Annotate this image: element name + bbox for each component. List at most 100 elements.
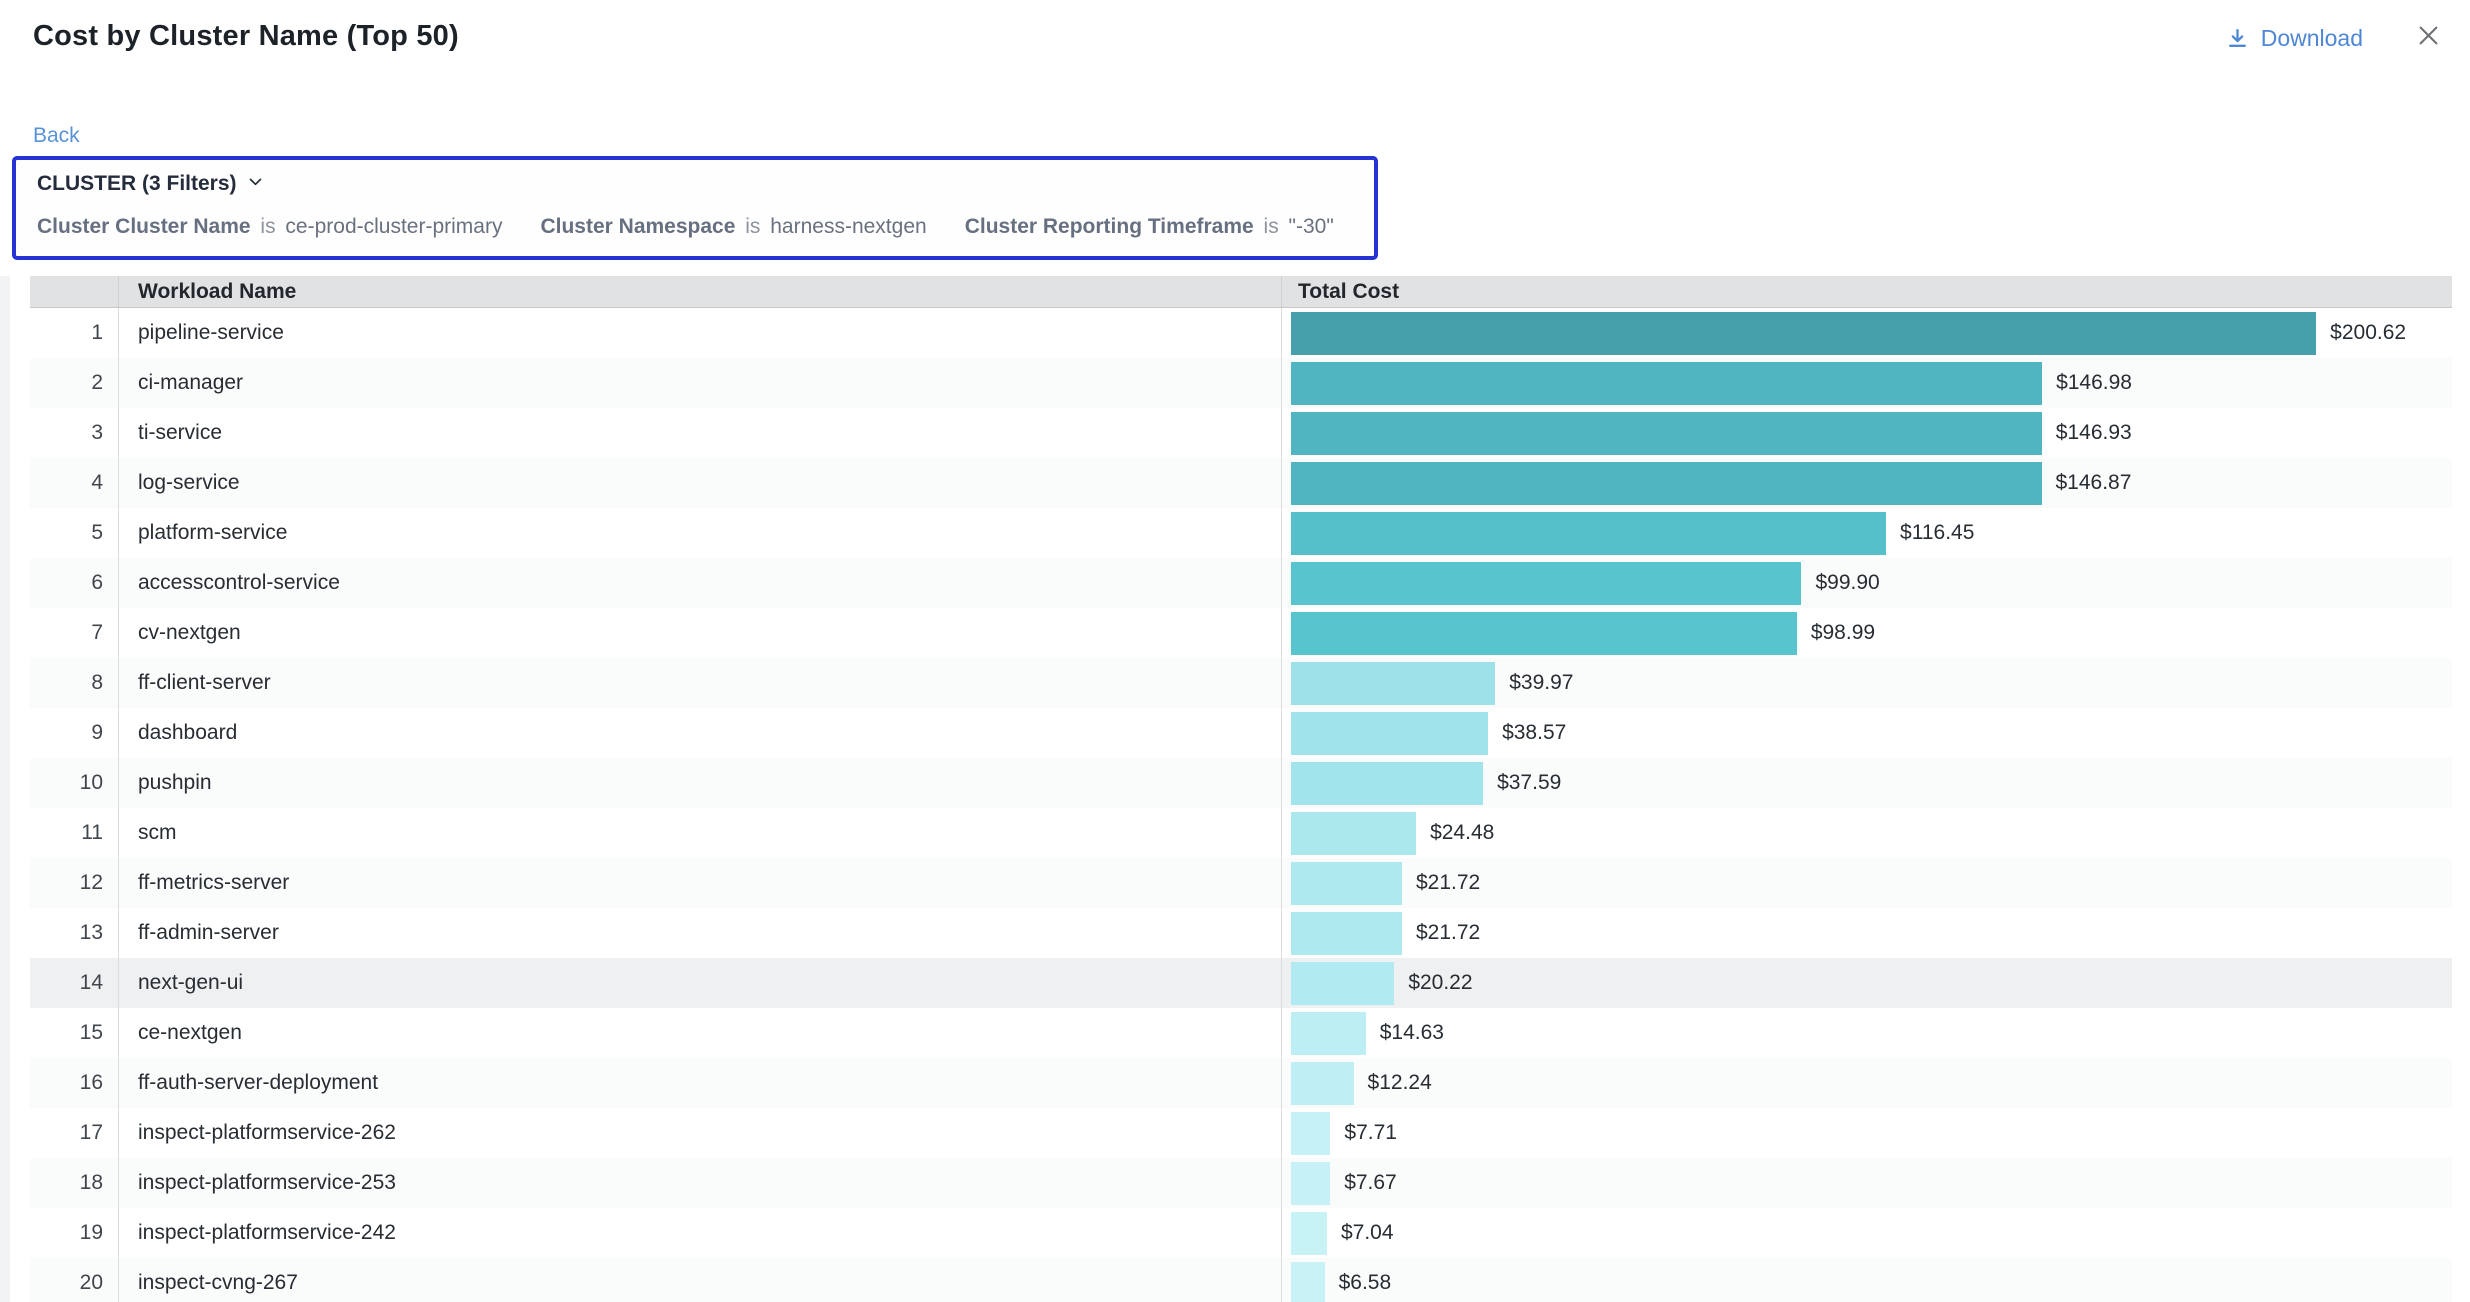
rank-cell: 6 — [30, 558, 118, 608]
page-title: Cost by Cluster Name (Top 50) — [33, 20, 459, 53]
rank-cell: 10 — [30, 758, 118, 808]
rank-cell: 17 — [30, 1108, 118, 1158]
cost-bar — [1291, 512, 1886, 555]
table-header-row: Workload Name Total Cost — [30, 276, 2452, 308]
cost-bar — [1291, 912, 1402, 955]
total-cost-cell: $146.87 — [1281, 458, 2452, 508]
rank-cell: 5 — [30, 508, 118, 558]
table-row: 15ce-nextgen $14.63 — [30, 1008, 2452, 1058]
rank-cell: 11 — [30, 808, 118, 858]
total-cost-cell: $21.72 — [1281, 908, 2452, 958]
rank-cell: 8 — [30, 658, 118, 708]
total-cost-cell: $14.63 — [1281, 1008, 2452, 1058]
rank-cell: 18 — [30, 1158, 118, 1208]
table-row: 3ti-service $146.93 — [30, 408, 2452, 458]
total-cost-cell: $7.04 — [1281, 1208, 2452, 1258]
workload-name-cell: inspect-cvng-267 — [118, 1258, 1281, 1302]
cost-value-label: $7.04 — [1341, 1221, 1394, 1245]
cost-value-label: $38.57 — [1502, 721, 1566, 745]
cost-bar — [1291, 662, 1495, 705]
cost-value-label: $39.97 — [1509, 671, 1573, 695]
cost-value-label: $146.98 — [2056, 371, 2132, 395]
cost-value-label: $14.63 — [1380, 1021, 1444, 1045]
cost-bar — [1291, 812, 1416, 855]
filter-group-label: CLUSTER (3 Filters) — [37, 172, 237, 196]
total-cost-cell: $7.71 — [1281, 1108, 2452, 1158]
cost-bar — [1291, 312, 2316, 355]
table-row: 7cv-nextgen$98.99 — [30, 608, 2452, 658]
rank-cell: 7 — [30, 608, 118, 658]
workload-name-cell: ff-client-server — [118, 658, 1281, 708]
cost-value-label: $21.72 — [1416, 871, 1480, 895]
cost-bar — [1291, 762, 1483, 805]
applied-filter-0: Cluster Cluster Name is ce-prod-cluster-… — [37, 215, 502, 239]
cost-bar — [1291, 462, 2042, 505]
table-row: 8ff-client-server $39.97 — [30, 658, 2452, 708]
cost-value-label: $146.87 — [2056, 471, 2132, 495]
table-row: 6accesscontrol-service$99.90 — [30, 558, 2452, 608]
total-cost-cell: $24.48 — [1281, 808, 2452, 858]
rank-cell: 3 — [30, 408, 118, 458]
page-edge-strip — [0, 276, 10, 1302]
table-row: 19inspect-platformservice-242$7.04 — [30, 1208, 2452, 1258]
total-cost-cell: $39.97 — [1281, 658, 2452, 708]
top-actions: Download — [2225, 22, 2442, 54]
cost-bar — [1291, 1112, 1330, 1155]
rank-cell: 14 — [30, 958, 118, 1008]
total-cost-cell: $98.99 — [1281, 608, 2452, 658]
table-row: 2ci-manager$146.98 — [30, 358, 2452, 408]
workload-name-cell: ci-manager — [118, 358, 1281, 408]
rank-cell: 13 — [30, 908, 118, 958]
rank-column-header — [30, 276, 118, 307]
cost-value-label: $146.93 — [2056, 421, 2132, 445]
table-row: 16ff-auth-server-deployment$12.24 — [30, 1058, 2452, 1108]
workload-name-cell: ti-service — [118, 408, 1281, 458]
download-label: Download — [2261, 25, 2363, 52]
rank-cell: 9 — [30, 708, 118, 758]
cost-value-label: $7.67 — [1344, 1171, 1397, 1195]
cost-value-label: $200.62 — [2330, 321, 2406, 345]
close-button[interactable] — [2415, 22, 2442, 54]
rank-cell: 12 — [30, 858, 118, 908]
cost-value-label: $12.24 — [1368, 1071, 1432, 1095]
download-button[interactable]: Download — [2225, 25, 2363, 52]
chevron-down-icon — [247, 172, 264, 196]
workload-name-cell: ce-nextgen — [118, 1008, 1281, 1058]
applied-filter-2: Cluster Reporting Timeframe is "-30" — [965, 215, 1334, 239]
cost-bar — [1291, 612, 1797, 655]
workload-name-cell: platform-service — [118, 508, 1281, 558]
table-row: 17inspect-platformservice-262 $7.71 — [30, 1108, 2452, 1158]
cost-value-label: $7.71 — [1344, 1121, 1397, 1145]
table-row: 20inspect-cvng-267$6.58 — [30, 1258, 2452, 1302]
table-row: 5platform-service $116.45 — [30, 508, 2452, 558]
cost-bar — [1291, 712, 1488, 755]
cost-bar — [1291, 1262, 1325, 1302]
cost-bar — [1291, 362, 2042, 405]
cost-value-label: $116.45 — [1900, 521, 1974, 545]
total-cost-cell: $146.93 — [1281, 408, 2452, 458]
total-cost-cell: $21.72 — [1281, 858, 2452, 908]
rank-cell: 15 — [30, 1008, 118, 1058]
cost-bar — [1291, 1212, 1327, 1255]
cost-value-label: $37.59 — [1497, 771, 1561, 795]
total-cost-cell: $37.59 — [1281, 758, 2452, 808]
workload-name-cell: cv-nextgen — [118, 608, 1281, 658]
total-cost-column-header: Total Cost — [1281, 276, 2452, 307]
workload-name-cell: inspect-platformservice-262 — [118, 1108, 1281, 1158]
table-row: 12ff-metrics-server$21.72 — [30, 858, 2452, 908]
table-row: 10pushpin$37.59 — [30, 758, 2452, 808]
table-row: 13ff-admin-server$21.72 — [30, 908, 2452, 958]
rank-cell: 16 — [30, 1058, 118, 1108]
cost-bar — [1291, 412, 2042, 455]
workload-name-cell: inspect-platformservice-253 — [118, 1158, 1281, 1208]
workload-name-cell: dashboard — [118, 708, 1281, 758]
workload-name-cell: inspect-platformservice-242 — [118, 1208, 1281, 1258]
applied-filter-1: Cluster Namespace is harness-nextgen — [540, 215, 926, 239]
rank-cell: 20 — [30, 1258, 118, 1302]
table-row: 4log-service$146.87 — [30, 458, 2452, 508]
cost-value-label: $24.48 — [1430, 821, 1494, 845]
rank-cell: 4 — [30, 458, 118, 508]
rank-cell: 1 — [30, 308, 118, 358]
filter-group-dropdown[interactable]: CLUSTER (3 Filters) — [37, 172, 264, 196]
back-link[interactable]: Back — [33, 124, 80, 148]
